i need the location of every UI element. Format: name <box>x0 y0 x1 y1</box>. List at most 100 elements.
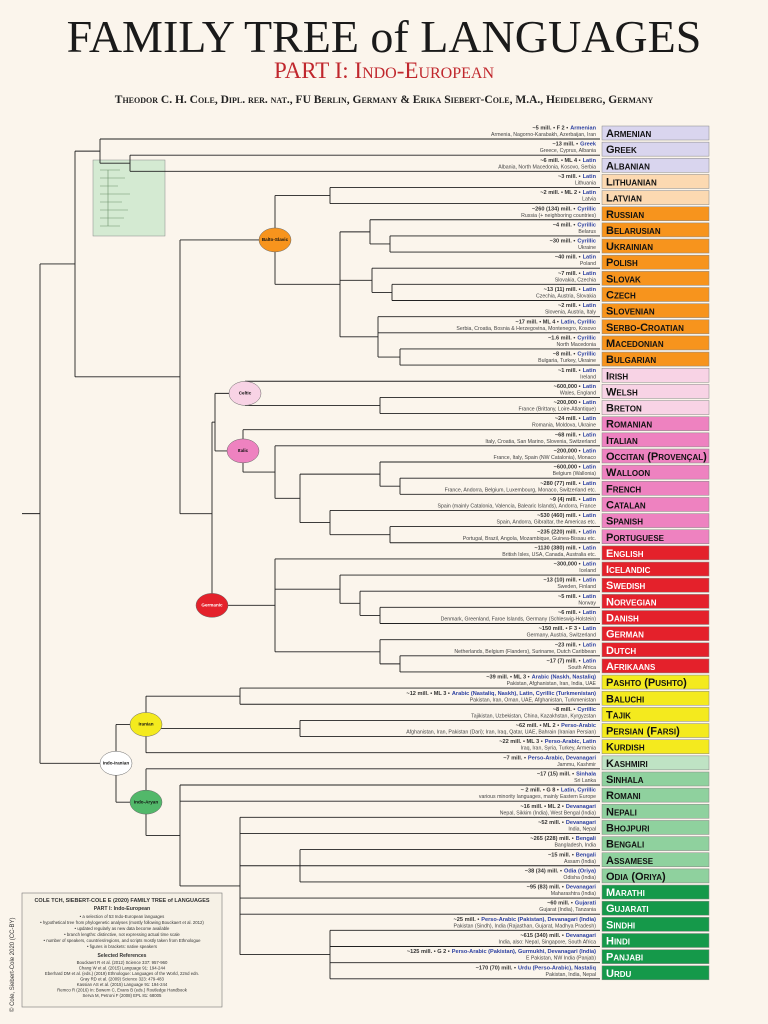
speakers: ~23 mill. • <box>555 642 581 648</box>
ref-title: COLE TCH, SIEBERT-COLE E (2020) FAMILY T… <box>34 898 209 904</box>
region: India, Nepal <box>568 826 596 832</box>
region: South Africa <box>568 665 596 671</box>
ref-subtitle: PART I: Indo-European <box>94 906 150 912</box>
script: Perso-Arabic (Pakistan), Devanagari (Ind… <box>481 917 596 923</box>
script: Cyrillic <box>577 707 596 713</box>
region: Lithuania <box>575 180 596 186</box>
speaker-info: ~38 (34) mill. • Odia (Oriya) <box>525 868 596 874</box>
reference: Chang W et al. (2015) Language 91: 194-2… <box>79 966 166 971</box>
script: Cyrillic <box>577 206 596 212</box>
speakers: ~13 (11) mill. • <box>544 287 581 293</box>
script: Cyrillic <box>577 239 596 245</box>
script: Latin, Cyrillic <box>561 319 596 325</box>
region: Ukraine <box>578 245 596 251</box>
language-box <box>601 658 710 674</box>
authors: Theodor C. H. Cole, Dipl. rer. nat., FU … <box>115 94 654 106</box>
language-name: Lithuanian <box>606 176 657 188</box>
region: Russia (+ neighboring countries) <box>521 213 596 219</box>
clade-circle <box>129 789 163 815</box>
language-name: Urdu <box>606 968 631 980</box>
speaker-info: ~68 mill. • Latin <box>555 432 597 438</box>
language-name: Polish <box>606 257 638 269</box>
speakers: ~13 mill. • <box>552 142 578 148</box>
clade-circle <box>228 381 262 406</box>
speaker-info: ~12 mill. • ML 3 • Arabic (Nastaliq, Nask… <box>406 691 596 697</box>
language-name: Norvegian <box>606 596 657 608</box>
script: Cyrillic <box>577 335 596 341</box>
script: Greek <box>580 142 597 148</box>
speakers: ~8 mill. • <box>553 352 576 358</box>
speaker-info: ~2 mill. • Latin <box>558 303 597 309</box>
script: Perso-Arabic, Devanagari <box>528 755 597 761</box>
language-name: Bengali <box>606 839 644 851</box>
language-name: Dutch <box>606 645 636 657</box>
speakers: ~5 mill. • <box>558 594 581 600</box>
region: Latvia <box>582 197 596 203</box>
region: Assam (India) <box>564 859 596 865</box>
speaker-info: ~40 mill. • Latin <box>555 255 597 261</box>
speakers: ~300,000 • <box>554 562 581 568</box>
speakers: ~3 mill. • <box>558 174 581 180</box>
language-box <box>601 448 710 464</box>
language-name: Greek <box>606 144 637 156</box>
language-box <box>601 965 710 981</box>
speakers: ~6 mill. • ML 4 • <box>540 158 580 164</box>
script: Perso-Arabic (Pakistan), Gurmukhi, Devan… <box>452 949 596 955</box>
ref-note: • a selection of 53 Indo-European langua… <box>80 914 165 919</box>
region: Belgium (Wallonia) <box>553 471 597 477</box>
language-name: Swedish <box>606 580 646 592</box>
reference: Remco R (2016) In: Bowern C, Evans B (ed… <box>57 988 188 993</box>
speaker-info: ~265 (228) mill. • Bengali <box>530 836 596 842</box>
clade-label: Balto-Slavic <box>262 237 289 242</box>
language-box <box>601 368 710 383</box>
language-box <box>601 238 710 254</box>
speaker-info: ~125 mill. • G 2 • Perso-Arabic (Pakistan… <box>407 949 596 955</box>
speaker-info: ~8 mill. • Cyrillic <box>553 707 596 713</box>
script: Latin, Cyrillic <box>561 788 596 794</box>
script: Latin <box>583 513 597 519</box>
speaker-info: ~62 mill. • ML 2 • Perso-Arabic <box>516 723 596 729</box>
language-box <box>601 497 710 512</box>
speaker-info: ~5 mill. • F 2 • Armenian <box>532 126 596 132</box>
speakers: ~8 mill. • <box>553 707 576 713</box>
script: Latin <box>583 255 597 261</box>
ref-note: • number of speakers, countries/regions,… <box>44 938 202 943</box>
speaker-info: ~25 mill. • Perso-Arabic (Pakistan), Deva… <box>454 917 597 923</box>
language-box <box>601 917 710 932</box>
language-box <box>601 351 710 367</box>
script: Devanagari <box>566 885 597 891</box>
script: Latin <box>583 368 597 374</box>
language-box <box>601 804 710 819</box>
language-box <box>601 561 710 577</box>
region: British Isles, USA, Canada, Australia et… <box>502 552 596 558</box>
script: Latin <box>583 642 597 648</box>
language-name: Spanish <box>606 516 643 528</box>
region: Germany, Austria, Switzerland <box>527 633 596 639</box>
script: Latin <box>583 594 597 600</box>
speakers: ~24 mill. • <box>555 416 581 422</box>
language-box <box>601 610 710 625</box>
speakers: ~260 (134) mill. • <box>532 206 576 212</box>
speakers: ~170 (70) mill. • <box>476 965 516 971</box>
speaker-info: ~17 (15) mill. • Sinhala <box>537 772 597 778</box>
language-box <box>601 545 710 561</box>
language-box <box>601 416 710 431</box>
speaker-info: ~600,000 • Latin <box>554 384 597 390</box>
language-name: Breton <box>606 403 642 415</box>
clade-label: Indo-Aryan <box>134 799 158 804</box>
region: Norway <box>578 600 596 606</box>
speaker-info: ~2 mill. • ML 2 • Latin <box>540 190 596 196</box>
language-box <box>601 884 710 900</box>
region: Iceland <box>579 568 596 574</box>
clade-circle <box>99 751 133 776</box>
language-name: Romani <box>606 790 641 802</box>
language-box <box>601 594 710 609</box>
language-name: Baluchi <box>606 693 644 705</box>
language-name: Latvian <box>606 193 642 205</box>
region: Spain (mainly Catalonia, Valencia, Balea… <box>438 503 597 509</box>
language-box <box>601 319 710 335</box>
speaker-info: ~3 mill. • Latin <box>558 174 597 180</box>
speakers: ~7 mill. • <box>558 271 581 277</box>
speakers: ~12 mill. • ML 3 • <box>406 691 449 697</box>
speakers: ~30 mill. • <box>550 239 576 245</box>
